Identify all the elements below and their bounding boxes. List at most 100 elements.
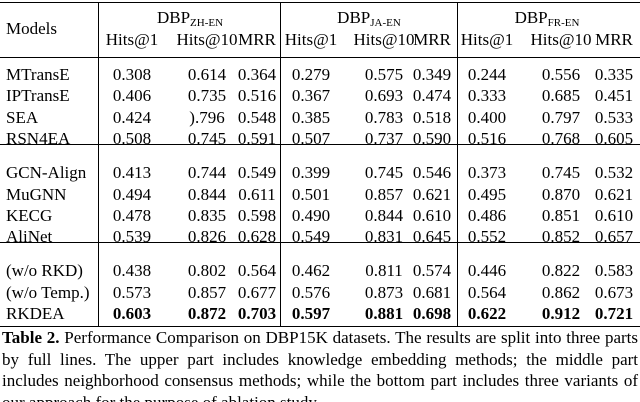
cell: 0.851 xyxy=(541,205,581,225)
cell: 0.583 xyxy=(594,261,634,281)
column-rule xyxy=(98,2,99,326)
cell: 0.501 xyxy=(291,184,331,204)
cell: 0.446 xyxy=(467,261,507,281)
cell: 0.622 xyxy=(467,304,507,323)
model-name: SEA xyxy=(6,107,39,127)
cell: 0.349 xyxy=(412,65,452,84)
cell: 0.532 xyxy=(594,163,634,183)
model-name: MTransE xyxy=(6,65,70,84)
cell: 0.539 xyxy=(112,227,152,247)
column-rule xyxy=(280,2,281,326)
cell: 0.881 xyxy=(364,304,404,323)
cell: 0.308 xyxy=(112,65,152,84)
cell: 0.549 xyxy=(291,227,331,247)
cell: 0.621 xyxy=(412,184,452,204)
group-header: DBPZH-EN xyxy=(157,8,223,33)
cell: 0.677 xyxy=(237,282,277,302)
cell: 0.548 xyxy=(237,107,277,127)
group-subscript: ZH-EN xyxy=(190,17,224,29)
cell: 0.533 xyxy=(594,107,634,127)
group-name: DBP xyxy=(337,8,371,27)
cell: 0.413 xyxy=(112,163,152,183)
metric-header: MRR xyxy=(238,30,276,49)
group-name: DBP xyxy=(514,8,548,27)
cell: 0.490 xyxy=(291,205,331,225)
cell: 0.373 xyxy=(467,163,507,183)
cell: 0.516 xyxy=(237,86,277,106)
cell: 0.399 xyxy=(291,163,331,183)
metric-header: Hits@10 xyxy=(176,30,238,49)
cell: 0.549 xyxy=(237,163,277,183)
cell: 0.507 xyxy=(291,128,331,148)
cell: 0.279 xyxy=(291,65,331,84)
cell: 0.474 xyxy=(412,86,452,106)
cell: 0.693 xyxy=(364,86,404,106)
cell: 0.573 xyxy=(112,282,152,302)
cell: 0.745 xyxy=(364,163,404,183)
cell: 0.628 xyxy=(237,227,277,247)
cell: ).796 xyxy=(189,107,225,127)
metric-header: Hits@1 xyxy=(284,30,338,49)
header-models: Models xyxy=(6,19,57,38)
cell: 0.844 xyxy=(187,184,227,204)
cell: 0.451 xyxy=(594,86,634,106)
cell: 0.844 xyxy=(364,205,404,225)
cell: 0.590 xyxy=(412,128,452,148)
group-name: DBP xyxy=(156,8,191,27)
cell: 0.831 xyxy=(364,227,404,247)
cell: 0.811 xyxy=(365,261,403,281)
cell: 0.367 xyxy=(291,86,331,106)
cell: 0.862 xyxy=(541,282,581,302)
cell: 0.494 xyxy=(112,184,152,204)
cell: 0.737 xyxy=(364,128,404,148)
cell: 0.681 xyxy=(412,282,452,302)
cell: 0.406 xyxy=(112,86,152,106)
cell: 0.597 xyxy=(291,304,331,323)
cell: 0.552 xyxy=(467,227,507,247)
model-name: KECG xyxy=(6,205,53,225)
cell: 0.605 xyxy=(594,128,634,148)
cell: 0.857 xyxy=(364,184,404,204)
rule xyxy=(0,2,640,3)
cell: 0.822 xyxy=(541,261,581,281)
cell: 0.610 xyxy=(594,205,634,225)
cell: 0.852 xyxy=(541,227,581,247)
metric-header: Hits@1 xyxy=(460,30,514,49)
cell: 0.364 xyxy=(237,65,277,84)
cell: 0.576 xyxy=(291,282,331,302)
cell: 0.564 xyxy=(237,261,277,281)
metric-header: MRR xyxy=(595,30,633,49)
metric-header: Hits@1 xyxy=(105,30,159,49)
metric-header: Hits@10 xyxy=(353,30,415,49)
cell: 0.564 xyxy=(467,282,507,302)
cell: 0.745 xyxy=(187,128,227,148)
rule xyxy=(0,242,640,244)
model-name: AliNet xyxy=(6,227,53,247)
model-name: (w/o RKD) xyxy=(6,261,83,281)
cell: 0.657 xyxy=(594,227,634,247)
cell: 0.591 xyxy=(237,128,277,148)
metric-header: Hits@10 xyxy=(530,30,592,49)
cell: 0.698 xyxy=(412,304,452,323)
cell: 0.745 xyxy=(541,163,581,183)
rule xyxy=(0,144,640,146)
cell: 0.610 xyxy=(412,205,452,225)
cell: 0.783 xyxy=(364,107,404,127)
cell: 0.518 xyxy=(412,107,452,127)
cell: 0.835 xyxy=(187,205,227,225)
model-name: MuGNN xyxy=(6,184,67,204)
group-header: DBPJA-EN xyxy=(337,8,401,33)
cell: 0.508 xyxy=(112,128,152,148)
cell: 0.870 xyxy=(541,184,581,204)
cell: 0.603 xyxy=(112,304,152,323)
rule xyxy=(0,57,640,58)
cell: 0.462 xyxy=(291,261,331,281)
cell: 0.735 xyxy=(187,86,227,106)
cell: 0.621 xyxy=(594,184,634,204)
group-header: DBPFR-EN xyxy=(515,8,580,33)
cell: 0.703 xyxy=(237,304,277,323)
cell: 0.244 xyxy=(467,65,507,84)
cell: 0.333 xyxy=(467,86,507,106)
model-name: IPTransE xyxy=(6,86,70,106)
